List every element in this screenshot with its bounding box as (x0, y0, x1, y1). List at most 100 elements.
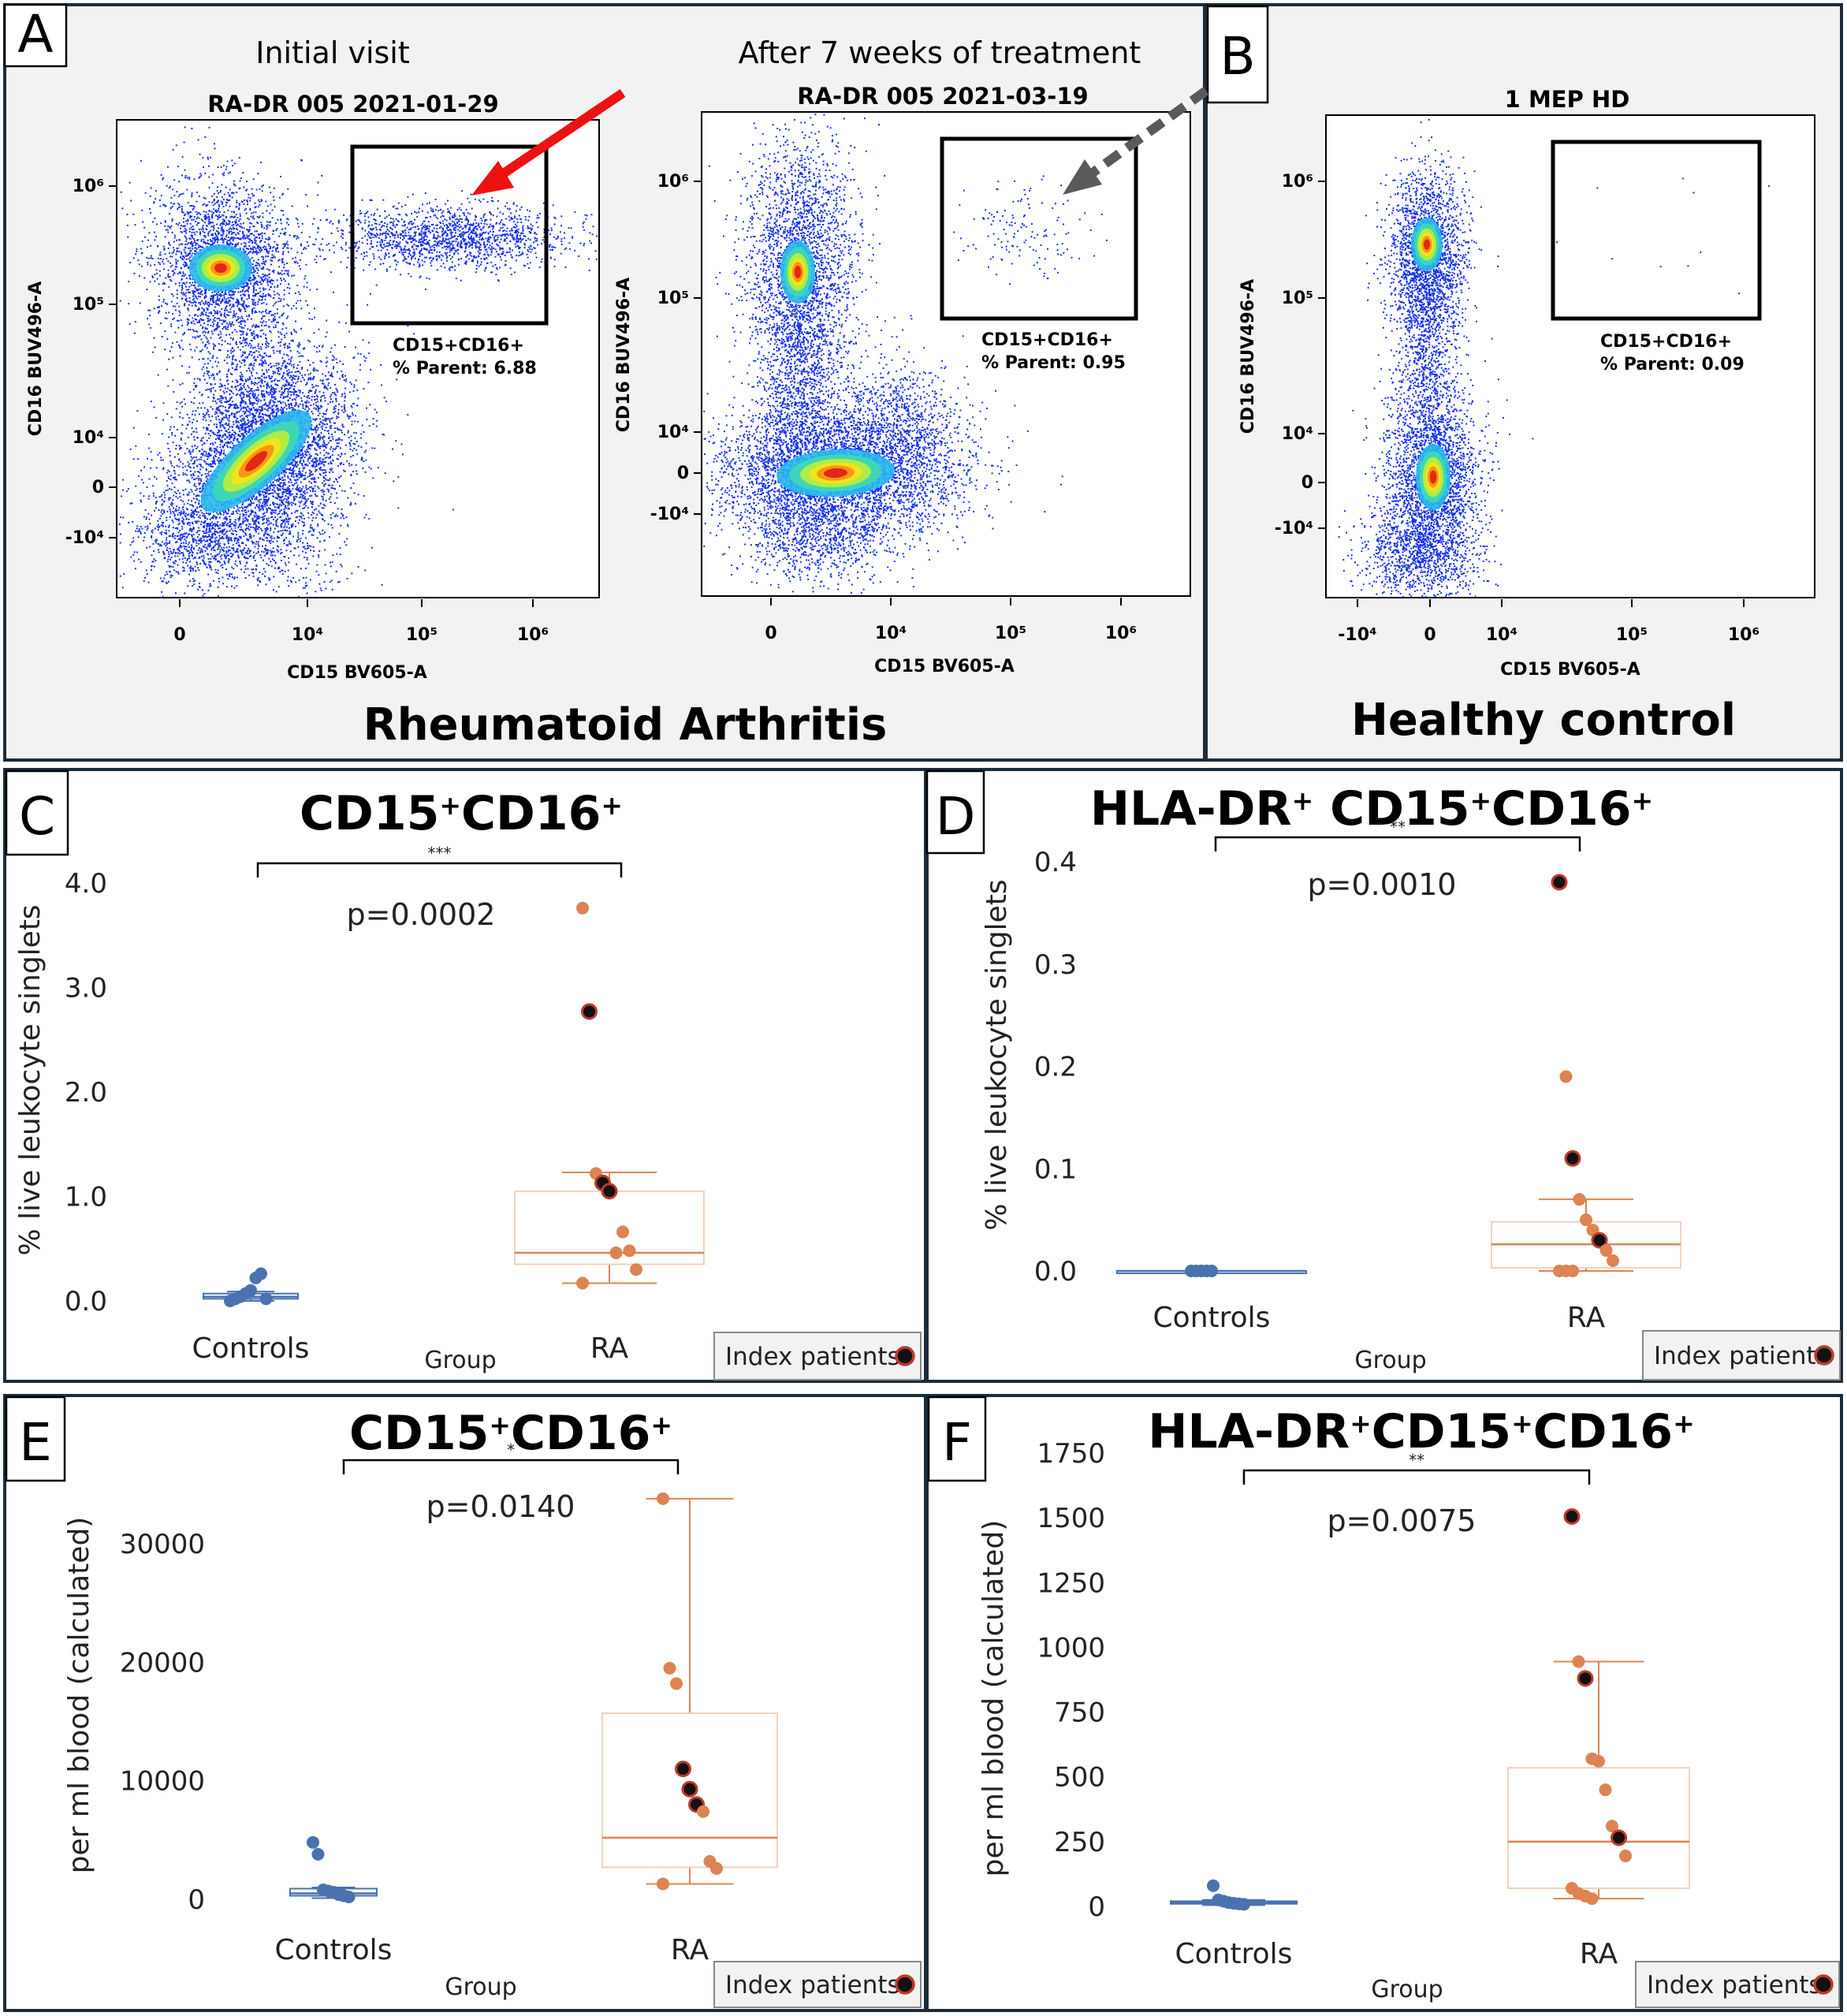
flow-xtick-label: 10⁶ (1105, 624, 1137, 643)
panel-d-ytick-label: 0.4 (1034, 847, 1077, 878)
panel-c-point-ra (616, 1226, 629, 1239)
flow-plot-healthy-gate-stat: % Parent: 0.09 (1600, 355, 1745, 375)
panel-e-ytick-label: 30000 (120, 1529, 205, 1560)
panel-d-ytick-label: 0.2 (1034, 1052, 1077, 1083)
panel-e: E CD15+CD16+per ml blood (calculated)010… (5, 1396, 925, 2010)
panel-c-point-ra (630, 1263, 642, 1276)
panel-f-legend-label: Index patients (1647, 1971, 1822, 1999)
panel-d-sig-stars: ** (1390, 818, 1406, 837)
flow-ytick-label: 10⁴ (657, 423, 689, 442)
flow-plot-healthy-density-cd16hi (1411, 218, 1443, 271)
panel-f-point-controls (1207, 1880, 1220, 1892)
panel-c-ytick-label: 2.0 (65, 1077, 107, 1109)
figure: A Rheumatoid Arthritis B Healthy control… (0, 0, 1847, 2016)
panel-f: F HLA-DR+CD15+CD16+per ml blood (calcula… (927, 1396, 1841, 2010)
panel-f-point-ra (1619, 1850, 1632, 1862)
panel-f-title-part: CD15 (1372, 1404, 1511, 1459)
flow-xtick-label: 10⁴ (292, 625, 323, 645)
panel-c-point-index (583, 1004, 597, 1019)
flow-plot-after-density-cd16hi (780, 240, 815, 304)
panel-d-title-sup: + (1470, 785, 1492, 816)
panel-f-ylabel: per ml blood (calculated) (977, 1520, 1010, 1877)
flow-plot-after-gate-name: CD15+CD16+ (981, 330, 1113, 350)
panel-c-ytick-label: 1.0 (65, 1182, 107, 1213)
panel-c-pvalue: p=0.0002 (347, 897, 496, 932)
flow-plot-initial-ylabel: CD16 BUV496-A (26, 281, 46, 436)
panel-c-ytick-label: 4.0 (65, 868, 107, 900)
flow-ytick-label: 10⁵ (73, 295, 104, 315)
flow-xtick-label: 0 (765, 624, 776, 643)
flow-plot-after-sample: RA-DR 005 2021-03-19 (797, 83, 1088, 110)
panel-c-ytick-label: 3.0 (65, 973, 107, 1004)
flow-xtick-label: 10⁵ (406, 625, 438, 645)
panel-e-point-ra (657, 1877, 669, 1890)
flow-xtick-label: 10⁵ (1616, 625, 1648, 645)
panel-d-ytick-label: 0.3 (1034, 949, 1077, 981)
panel-c-point-ra (576, 902, 589, 915)
flow-ytick-label: 10⁵ (1282, 289, 1313, 308)
panel-c-ylabel: % live leukocyte singlets (14, 904, 47, 1255)
panel-e-legend: Index patients (714, 1962, 921, 2007)
panel-e-point-ra (657, 1492, 669, 1505)
panel-f-point-ra (1592, 1755, 1605, 1768)
panel-d-point-ra (1573, 1193, 1586, 1206)
panel-e-point-controls (307, 1836, 319, 1849)
flow-plot-after-heading: After 7 weeks of treatment (739, 35, 1141, 70)
flow-xtick-label: 10⁴ (1486, 625, 1517, 645)
panel-f-title-part: HLA-DR (1148, 1404, 1350, 1459)
panel-e-xtick-controls: Controls (275, 1934, 393, 1966)
panel-f-ytick-label: 500 (1054, 1762, 1105, 1794)
flow-plot-after-ylabel: CD16 BUV496-A (614, 278, 634, 432)
panel-c: C CD15+CD16+% live leukocyte singlets0.0… (5, 770, 925, 1381)
panel-e-ytick-label: 10000 (120, 1766, 205, 1798)
flow-xtick-label: 10⁶ (1728, 625, 1759, 645)
panel-c-legend-label: Index patients (725, 1343, 900, 1371)
panel-d-title-sup: + (1292, 785, 1314, 816)
panel-e-title-sup: + (489, 1410, 511, 1440)
panel-b-letter: B (1220, 26, 1255, 87)
flow-plot-healthy-ylabel: CD16 BUV496-A (1238, 279, 1258, 434)
panel-f-legend: Index patients (1636, 1962, 1839, 2007)
flow-ytick-label: 10⁴ (1282, 424, 1313, 444)
panel-c-point-controls (255, 1268, 267, 1280)
panel-c-ytick-label: 0.0 (65, 1286, 107, 1317)
panel-e-title-part: CD15 (349, 1406, 489, 1461)
panel-f-point-ra (1599, 1783, 1612, 1796)
panel-d-legend-marker (1815, 1347, 1833, 1364)
panel-f-xtick-ra: RA (1580, 1938, 1618, 1970)
panel-e-title-sup: + (650, 1410, 672, 1440)
panel-c-sig-stars: *** (428, 844, 452, 863)
panel-d-point-ra (1560, 1070, 1573, 1083)
panel-e-legend-label: Index patients (725, 1971, 900, 1999)
panel-d: D HLA-DR+ CD15+CD16+% live leukocyte sin… (927, 770, 1841, 1381)
panel-c-title: CD15+CD16+ (300, 786, 623, 841)
panel-e-sig-stars: * (507, 1440, 515, 1459)
flow-xtick-label: 0 (173, 625, 185, 645)
flow-plot-initial-density-cd16hi (189, 244, 252, 292)
panel-d-point-controls (1205, 1265, 1218, 1277)
flow-plot-after: After 7 weeks of treatment RA-DR 005 202… (614, 35, 1206, 676)
panel-d-xtick-controls: Controls (1153, 1302, 1271, 1334)
panel-d-ylabel: % live leukocyte singlets (981, 879, 1013, 1230)
flow-plot-healthy-gate-name: CD15+CD16+ (1600, 332, 1732, 352)
panel-c-frame (5, 770, 925, 1381)
panel-e-point-ra (670, 1677, 683, 1690)
panel-e-point-ra (697, 1805, 709, 1818)
panel-d-ytick-label: 0.0 (1034, 1256, 1077, 1287)
panel-f-point-index (1612, 1831, 1626, 1845)
flow-plot-after-xlabel: CD15 BV605-A (874, 657, 1015, 676)
panel-e-ytick-label: 0 (188, 1884, 205, 1916)
flow-ytick-label: 0 (677, 464, 689, 483)
panel-f-ytick-label: 1500 (1037, 1503, 1105, 1534)
panel-f-ytick-label: 1250 (1037, 1567, 1105, 1599)
flow-ytick-label: -10⁴ (65, 528, 104, 548)
panel-e-xlabel: Group (445, 1973, 516, 2001)
panel-c-point-ra (624, 1244, 636, 1257)
panel-f-point-controls (1238, 1898, 1250, 1910)
panel-d-title: HLA-DR+ CD15+CD16+ (1090, 781, 1653, 837)
panel-d-title-sup: + (1632, 785, 1654, 816)
panel-c-point-ra (576, 1276, 589, 1289)
flow-ytick-label: 10⁶ (1282, 172, 1313, 192)
panel-f-letter: F (942, 1412, 972, 1473)
flow-plot-initial-heading: Initial visit (255, 35, 410, 70)
